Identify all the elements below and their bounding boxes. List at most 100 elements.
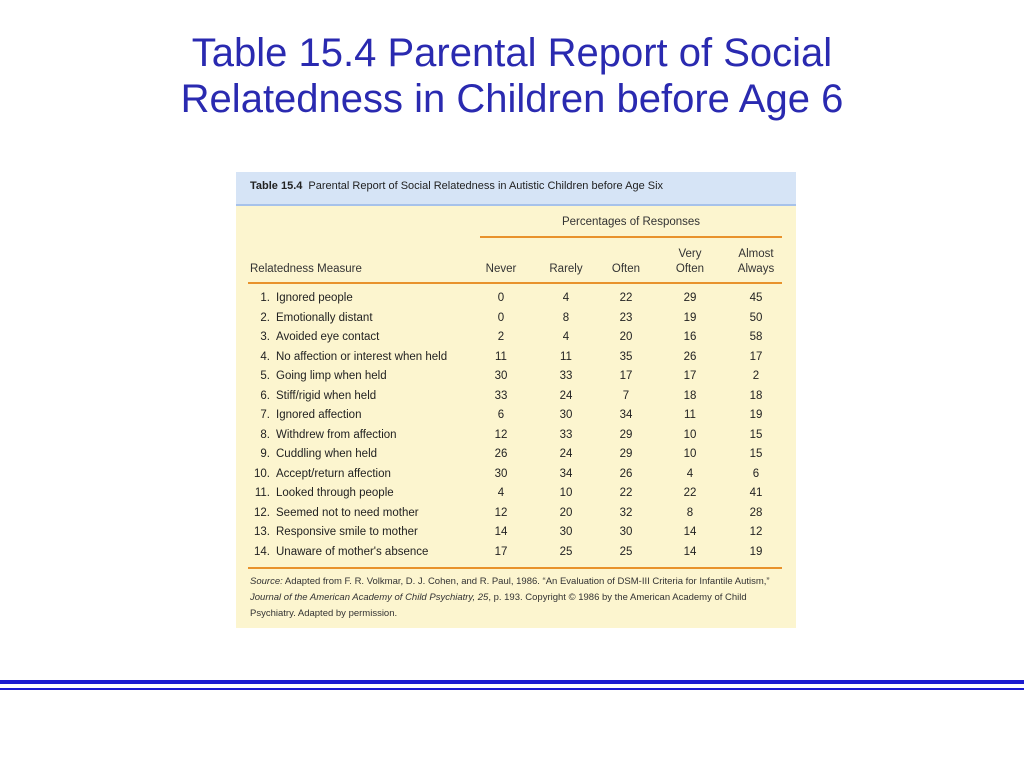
cell-very-often: 4 bbox=[686, 467, 694, 480]
table-row: 10. Accept/return affection 30 34 26 4 6 bbox=[236, 465, 796, 485]
slide-title: Table 15.4 Parental Report of Social Rel… bbox=[0, 30, 1024, 122]
col-header-very-often-line-2: Often bbox=[675, 263, 705, 275]
row-number: 6. bbox=[260, 389, 270, 402]
cell-rarely: 8 bbox=[562, 311, 570, 324]
row-number: 10. bbox=[254, 467, 270, 480]
cell-often: 29 bbox=[619, 448, 633, 460]
cell-almost-always: 19 bbox=[749, 409, 763, 421]
cell-almost-always: 15 bbox=[749, 428, 763, 441]
cell-almost-always: 17 bbox=[749, 350, 763, 363]
cell-often: 22 bbox=[619, 487, 633, 499]
cell-very-often: 19 bbox=[683, 311, 697, 324]
cell-very-often: 22 bbox=[683, 487, 697, 499]
cell-very-often: 14 bbox=[683, 545, 697, 558]
row-number: 13. bbox=[254, 526, 270, 538]
row-number: 8. bbox=[260, 428, 270, 441]
cell-never: 2 bbox=[497, 331, 505, 343]
table-row: 1. Ignored people 0 4 22 29 45 bbox=[236, 289, 796, 309]
cell-never: 6 bbox=[497, 409, 505, 421]
cell-often: 20 bbox=[619, 331, 633, 343]
col-header-often: Often bbox=[611, 263, 641, 275]
cell-often: 17 bbox=[619, 370, 633, 382]
footer-rule bbox=[248, 567, 782, 569]
cell-often: 25 bbox=[619, 545, 633, 558]
cell-almost-always: 2 bbox=[752, 370, 760, 382]
table-row: 13. Responsive smile to mother 14 30 30 14 12 bbox=[236, 523, 796, 543]
row-measure: Going limp when held bbox=[276, 370, 387, 382]
cell-never: 0 bbox=[497, 292, 505, 304]
source-journal: Journal of the American Academy of Child… bbox=[250, 592, 489, 603]
cell-very-often: 29 bbox=[683, 292, 697, 304]
table-row: 7. Ignored affection 6 30 34 11 19 bbox=[236, 406, 796, 426]
cell-rarely: 30 bbox=[559, 526, 573, 538]
cell-never: 30 bbox=[494, 467, 508, 480]
cell-rarely: 34 bbox=[559, 467, 573, 480]
slide-title-line-1: Table 15.4 Parental Report of Social bbox=[191, 31, 833, 75]
cell-very-often: 17 bbox=[683, 370, 697, 382]
col-header-very-often: Very Often bbox=[665, 247, 715, 277]
row-measure: Ignored people bbox=[276, 292, 353, 304]
cell-often: 35 bbox=[619, 350, 633, 363]
source-text-2: , p. 193. Copyright © 1986 by the Americ… bbox=[250, 592, 747, 619]
col-header-almost-always-line-1: Almost bbox=[738, 248, 774, 260]
col-header-almost-always: Almost Always bbox=[731, 247, 781, 277]
cell-rarely: 24 bbox=[559, 448, 573, 460]
table-row: 4. No affection or interest when held 11 11… bbox=[236, 348, 796, 368]
cell-never: 30 bbox=[494, 370, 508, 382]
cell-never: 12 bbox=[494, 506, 508, 519]
source-text-1: Adapted from F. R. Volkmar, D. J. Cohen,… bbox=[282, 576, 770, 587]
cell-very-often: 26 bbox=[683, 350, 697, 363]
cell-almost-always: 19 bbox=[749, 545, 763, 558]
table-label: Table 15.4 bbox=[250, 180, 303, 192]
row-measure: Withdrew from affection bbox=[276, 428, 397, 441]
source-label: Source: bbox=[250, 576, 283, 587]
table-row: 14. Unaware of mother's absence 17 25 25 14 19 bbox=[236, 543, 796, 563]
cell-never: 17 bbox=[494, 545, 508, 558]
cell-rarely: 33 bbox=[559, 370, 573, 382]
cell-very-often: 16 bbox=[683, 331, 697, 343]
row-number: 3. bbox=[260, 331, 270, 343]
table-row: 12. Seemed not to need mother 12 20 32 8 28 bbox=[236, 504, 796, 524]
row-number: 12. bbox=[254, 506, 270, 519]
group-header: Percentages of Responses bbox=[561, 216, 701, 228]
row-measure: Avoided eye contact bbox=[276, 331, 380, 343]
table-row: 3. Avoided eye contact 2 4 20 16 58 bbox=[236, 328, 796, 348]
col-header-almost-always-line-2: Always bbox=[737, 263, 775, 275]
cell-rarely: 4 bbox=[562, 292, 570, 304]
cell-never: 12 bbox=[494, 428, 508, 441]
table-caption-text: Parental Report of Social Relatedness in… bbox=[308, 180, 664, 192]
cell-very-often: 10 bbox=[683, 428, 697, 441]
row-measure: Ignored affection bbox=[276, 409, 362, 421]
col-header-measure: Relatedness Measure bbox=[250, 263, 362, 275]
cell-very-often: 8 bbox=[686, 506, 694, 519]
slide-title-line-2: Relatedness in Children before Age 6 bbox=[180, 77, 844, 121]
cell-never: 4 bbox=[497, 487, 505, 499]
row-number: 4. bbox=[260, 350, 270, 363]
row-number: 2. bbox=[260, 311, 270, 324]
cell-almost-always: 12 bbox=[749, 526, 763, 538]
cell-rarely: 24 bbox=[559, 389, 573, 402]
cell-never: 11 bbox=[495, 350, 507, 363]
row-measure: Seemed not to need mother bbox=[276, 506, 419, 519]
data-table: Table 15.4 Parental Report of Social Rela… bbox=[236, 172, 796, 628]
row-measure: Stiff/rigid when held bbox=[276, 389, 377, 402]
row-number: 5. bbox=[260, 370, 270, 382]
cell-never: 33 bbox=[494, 389, 508, 402]
cell-rarely: 20 bbox=[559, 506, 573, 519]
row-measure: Looked through people bbox=[276, 487, 394, 499]
col-header-never: Never bbox=[485, 263, 517, 275]
footer-bar-thick bbox=[0, 680, 1024, 684]
cell-often: 34 bbox=[619, 409, 633, 421]
table-body: 1. Ignored people 0 4 22 29 45 2. Emotionally di… bbox=[236, 289, 796, 562]
row-measure: Responsive smile to mother bbox=[276, 526, 418, 538]
table-caption: Table 15.4 Parental Report of Social Rela… bbox=[236, 172, 796, 206]
cell-almost-always: 50 bbox=[749, 311, 763, 324]
row-number: 9. bbox=[260, 448, 270, 460]
group-rule bbox=[480, 236, 782, 238]
cell-rarely: 33 bbox=[559, 428, 573, 441]
footer-bar-thin bbox=[0, 688, 1024, 690]
table-row: 2. Emotionally distant 0 8 23 19 50 bbox=[236, 309, 796, 329]
cell-very-often: 14 bbox=[683, 526, 697, 538]
cell-almost-always: 28 bbox=[749, 506, 763, 519]
cell-very-often: 10 bbox=[683, 448, 697, 460]
